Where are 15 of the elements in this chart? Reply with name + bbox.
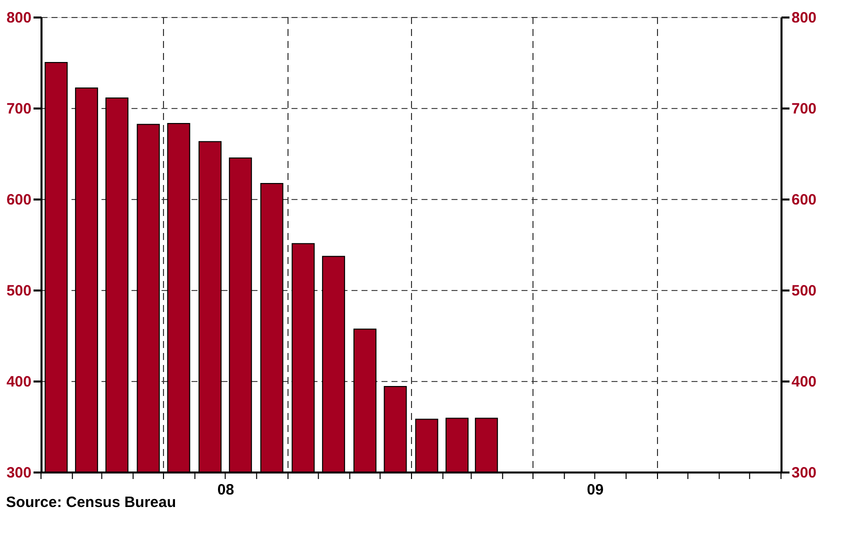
- y2-tick-label: 700: [792, 100, 817, 118]
- y-tick-label: 800: [6, 10, 32, 26]
- x-tick-label: 08: [217, 482, 234, 498]
- y2-tick-label: 300: [792, 464, 817, 482]
- x-tick-label: 09: [586, 482, 604, 498]
- y-tick-label: 600: [6, 192, 32, 208]
- y2-tick-label: 600: [792, 192, 817, 208]
- y-tick-label: 500: [6, 282, 32, 300]
- y-tick-label: 700: [6, 100, 32, 118]
- y-tick-label: 400: [6, 374, 32, 390]
- y2-tick-label: 800: [792, 10, 817, 26]
- y-tick-label: 300: [6, 464, 32, 482]
- y2-tick-label: 400: [792, 374, 817, 390]
- y2-tick-label: 500: [792, 282, 817, 300]
- source-note: Source: Census Bureau: [6, 494, 176, 511]
